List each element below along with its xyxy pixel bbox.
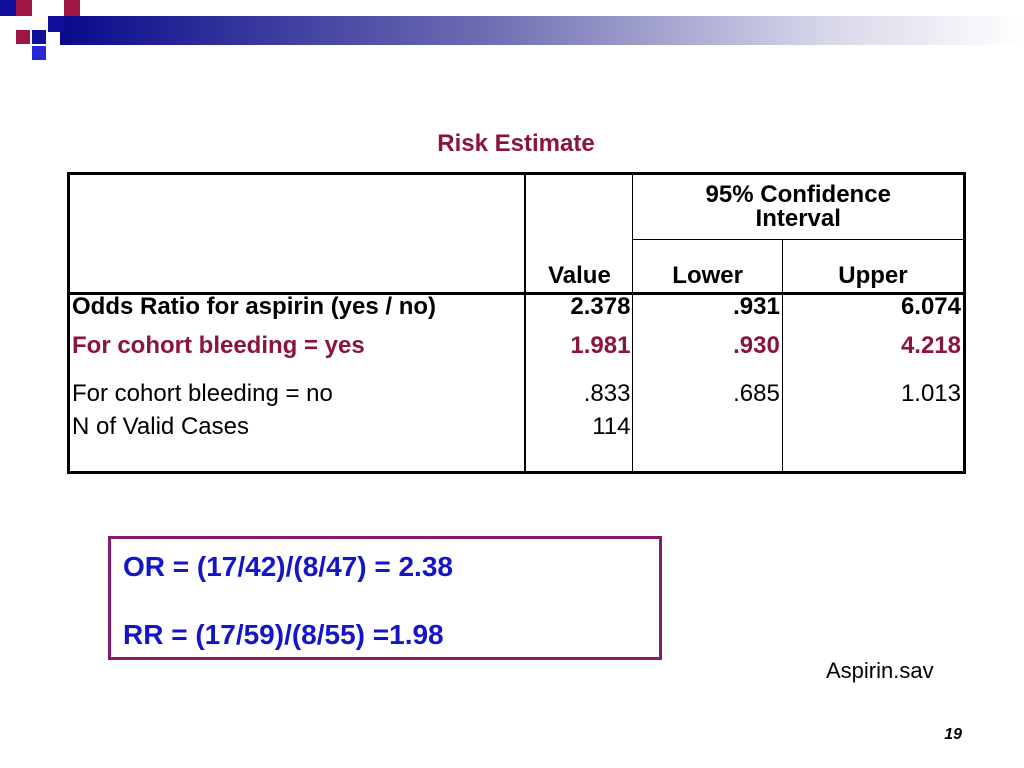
upper-cell: 4.218 bbox=[782, 319, 967, 373]
value-cell: .833 bbox=[525, 373, 634, 415]
lower-cell: .685 bbox=[632, 373, 783, 415]
header-gradient-bar bbox=[60, 16, 1024, 45]
decor-square-icon bbox=[48, 16, 64, 32]
upper-cell: 1.013 bbox=[782, 373, 967, 415]
value-header: Value bbox=[525, 172, 634, 295]
row-label: Odds Ratio for aspirin (yes / no) bbox=[67, 293, 527, 319]
ci-header: 95% Confidence Interval bbox=[632, 172, 966, 240]
value-cell: 114 bbox=[525, 415, 634, 474]
table-row: Odds Ratio for aspirin (yes / no) 2.378 … bbox=[67, 293, 967, 319]
decor-square-icon bbox=[32, 30, 46, 44]
empty-header-cell bbox=[67, 172, 527, 295]
upper-cell bbox=[782, 415, 967, 474]
table-title: Risk Estimate bbox=[437, 130, 595, 157]
upper-header: Upper bbox=[782, 239, 967, 295]
upper-cell: 6.074 bbox=[782, 293, 967, 319]
lower-cell: .930 bbox=[632, 319, 783, 373]
table-row: For cohort bleeding = yes 1.981 .930 4.2… bbox=[67, 319, 967, 373]
row-label: N of Valid Cases bbox=[67, 415, 527, 474]
lower-cell: .931 bbox=[632, 293, 783, 319]
value-cell: 1.981 bbox=[525, 319, 634, 373]
lower-cell bbox=[632, 415, 783, 474]
decor-square-icon bbox=[16, 30, 30, 44]
lower-header: Lower bbox=[632, 239, 783, 295]
odds-ratio-formula: OR = (17/42)/(8/47) = 2.38 bbox=[123, 551, 453, 582]
table-row: N of Valid Cases 114 bbox=[67, 415, 967, 474]
row-label: For cohort bleeding = no bbox=[67, 373, 527, 415]
row-label: For cohort bleeding = yes bbox=[67, 319, 527, 373]
risk-estimate-table: Value 95% Confidence Interval Lower Uppe… bbox=[67, 172, 967, 474]
header-row: Lower Upper bbox=[69, 239, 967, 295]
formula-box: OR = (17/42)/(8/47) = 2.38 RR = (17/59)/… bbox=[108, 536, 662, 660]
table-row: For cohort bleeding = no .833 .685 1.013 bbox=[67, 373, 967, 415]
page-number: 19 bbox=[944, 726, 962, 743]
header-row: Value 95% Confidence Interval bbox=[67, 172, 966, 295]
decor-square-icon bbox=[0, 0, 16, 16]
relative-risk-formula: RR = (17/59)/(8/55) =1.98 bbox=[123, 619, 444, 650]
value-cell: 2.378 bbox=[525, 293, 634, 319]
decor-square-icon bbox=[64, 0, 80, 16]
file-name: Aspirin.sav bbox=[826, 658, 934, 683]
decor-square-icon bbox=[16, 0, 32, 16]
decor-square-icon bbox=[32, 46, 46, 60]
